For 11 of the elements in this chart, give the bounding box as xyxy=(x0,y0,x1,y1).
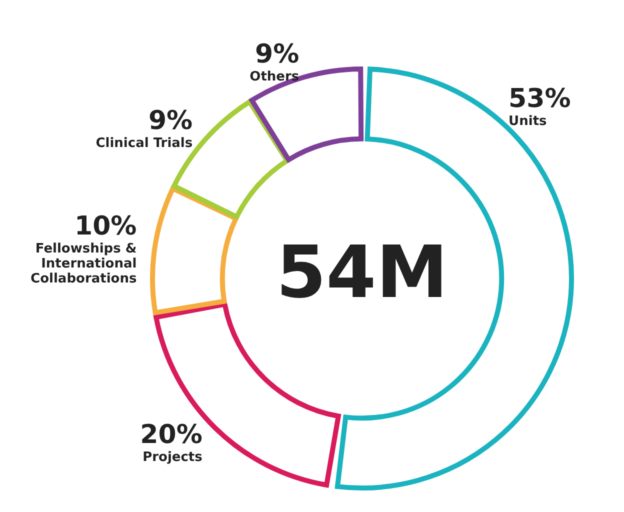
data-label: 9% xyxy=(254,39,300,70)
slice-label: Others xyxy=(250,69,300,84)
slice-label: Clinical Trials xyxy=(96,136,193,152)
slice-label: Units xyxy=(508,114,548,129)
data-label: 53% xyxy=(508,84,571,114)
data-label: 9% xyxy=(148,106,193,136)
slice-label: Projects xyxy=(142,450,203,466)
data-label: 10% xyxy=(74,211,137,242)
slice-label: Fellowships & International Collaborations xyxy=(30,241,137,286)
data-label: 20% xyxy=(140,420,202,450)
text: 54M xyxy=(276,230,448,314)
